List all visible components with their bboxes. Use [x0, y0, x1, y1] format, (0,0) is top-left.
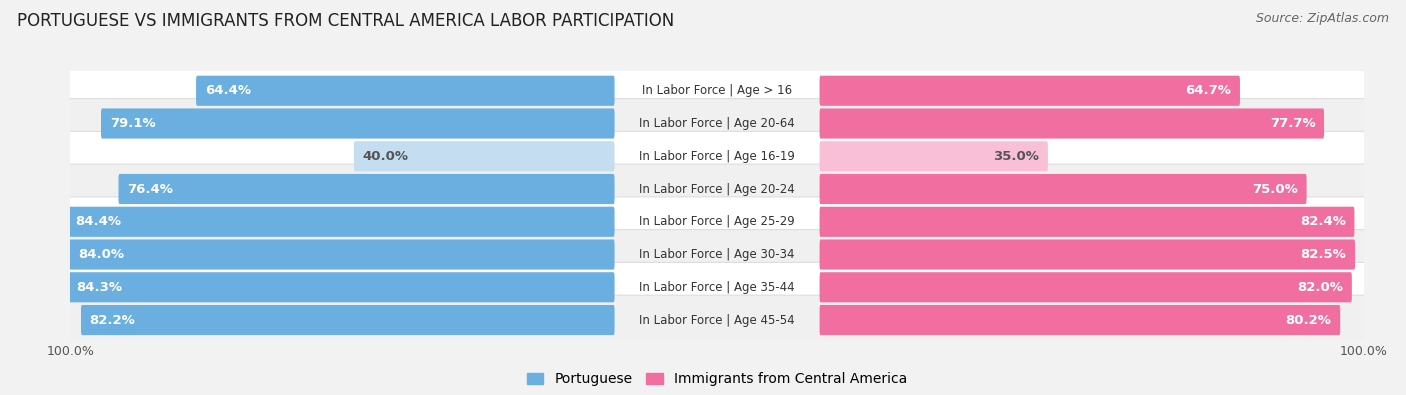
Text: In Labor Force | Age 16-19: In Labor Force | Age 16-19: [640, 150, 794, 163]
Text: In Labor Force | Age 35-44: In Labor Force | Age 35-44: [640, 281, 794, 294]
Text: In Labor Force | Age > 16: In Labor Force | Age > 16: [643, 84, 792, 97]
Legend: Portuguese, Immigrants from Central America: Portuguese, Immigrants from Central Amer…: [522, 367, 912, 392]
Text: 35.0%: 35.0%: [993, 150, 1039, 163]
FancyBboxPatch shape: [69, 262, 1365, 312]
Text: 82.0%: 82.0%: [1298, 281, 1343, 294]
Text: 76.4%: 76.4%: [127, 182, 173, 196]
Text: 82.2%: 82.2%: [90, 314, 135, 327]
FancyBboxPatch shape: [69, 197, 1365, 246]
Text: In Labor Force | Age 45-54: In Labor Force | Age 45-54: [640, 314, 794, 327]
Text: 64.7%: 64.7%: [1185, 84, 1232, 97]
FancyBboxPatch shape: [118, 174, 614, 204]
FancyBboxPatch shape: [69, 229, 1365, 279]
FancyBboxPatch shape: [69, 99, 1365, 149]
FancyBboxPatch shape: [354, 141, 614, 171]
FancyBboxPatch shape: [82, 305, 614, 335]
FancyBboxPatch shape: [820, 305, 1340, 335]
Text: 84.0%: 84.0%: [79, 248, 124, 261]
FancyBboxPatch shape: [69, 66, 1365, 116]
FancyBboxPatch shape: [67, 272, 614, 302]
Text: 79.1%: 79.1%: [110, 117, 156, 130]
FancyBboxPatch shape: [820, 76, 1240, 106]
Text: PORTUGUESE VS IMMIGRANTS FROM CENTRAL AMERICA LABOR PARTICIPATION: PORTUGUESE VS IMMIGRANTS FROM CENTRAL AM…: [17, 12, 673, 30]
Text: 80.2%: 80.2%: [1285, 314, 1331, 327]
Text: Source: ZipAtlas.com: Source: ZipAtlas.com: [1256, 12, 1389, 25]
Text: 64.4%: 64.4%: [205, 84, 250, 97]
FancyBboxPatch shape: [820, 109, 1324, 139]
Text: In Labor Force | Age 20-24: In Labor Force | Age 20-24: [640, 182, 794, 196]
FancyBboxPatch shape: [820, 141, 1047, 171]
Text: 82.4%: 82.4%: [1299, 215, 1346, 228]
FancyBboxPatch shape: [820, 174, 1306, 204]
FancyBboxPatch shape: [820, 272, 1351, 302]
FancyBboxPatch shape: [66, 207, 614, 237]
FancyBboxPatch shape: [69, 239, 614, 270]
FancyBboxPatch shape: [69, 164, 1365, 214]
Text: In Labor Force | Age 20-64: In Labor Force | Age 20-64: [640, 117, 794, 130]
Text: In Labor Force | Age 30-34: In Labor Force | Age 30-34: [640, 248, 794, 261]
FancyBboxPatch shape: [195, 76, 614, 106]
Text: 82.5%: 82.5%: [1301, 248, 1347, 261]
FancyBboxPatch shape: [101, 109, 614, 139]
Text: 84.3%: 84.3%: [76, 281, 122, 294]
Text: 77.7%: 77.7%: [1270, 117, 1316, 130]
Text: In Labor Force | Age 25-29: In Labor Force | Age 25-29: [640, 215, 794, 228]
FancyBboxPatch shape: [69, 132, 1365, 181]
FancyBboxPatch shape: [69, 295, 1365, 345]
Text: 84.4%: 84.4%: [76, 215, 121, 228]
Text: 40.0%: 40.0%: [363, 150, 409, 163]
FancyBboxPatch shape: [820, 207, 1354, 237]
FancyBboxPatch shape: [820, 239, 1355, 270]
Text: 75.0%: 75.0%: [1253, 182, 1298, 196]
